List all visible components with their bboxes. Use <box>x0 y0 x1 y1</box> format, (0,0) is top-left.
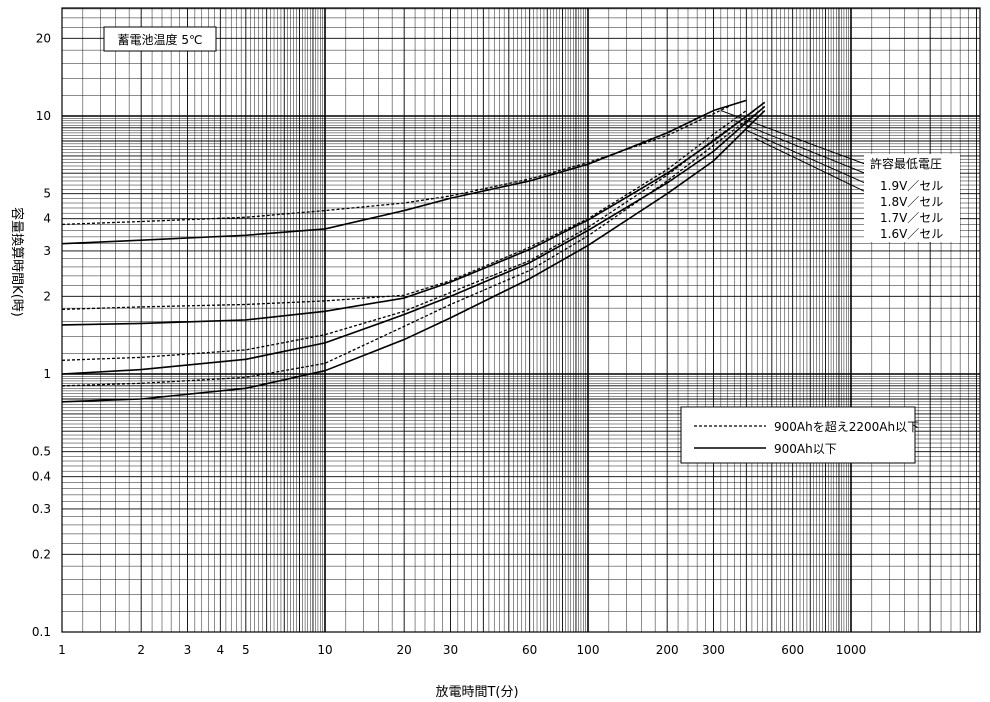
y-tick-labels: 0.1 0.2 0.3 0.4 0.5 1 2 3 4 5 10 20 <box>32 31 51 639</box>
x-tick-label: 3 <box>184 643 192 657</box>
y-axis-title: 容量換算時間K(時) <box>9 207 25 317</box>
voltage-label-block: 許容最低電圧 1.9V／セル 1.8V／セル 1.7V／セル 1.6V／セル <box>864 154 960 242</box>
temperature-label: 蓄電池温度 5℃ <box>118 32 203 47</box>
y-tick-label: 4 <box>43 212 51 226</box>
x-tick-label: 30 <box>443 643 458 657</box>
plot-frame <box>61 7 981 633</box>
voltage-item-1-7: 1.7V／セル <box>880 211 943 225</box>
voltage-item-1-9: 1.9V／セル <box>880 179 943 193</box>
y-tick-label: 0.4 <box>32 470 51 484</box>
y-tick-label: 3 <box>43 244 51 258</box>
y-tick-label: 1 <box>43 367 51 381</box>
legend-solid-label: 900Ah以下 <box>774 442 837 456</box>
x-tick-label: 60 <box>522 643 537 657</box>
y-tick-label: 0.5 <box>32 445 51 459</box>
y-tick-label: 5 <box>43 187 51 201</box>
series-solid-line <box>61 109 766 403</box>
y-tick-label: 20 <box>36 31 51 45</box>
y-tick-label: 2 <box>43 289 51 303</box>
series-dashed-line <box>61 110 747 311</box>
series-solid-line <box>61 99 747 245</box>
series-solid-line <box>61 105 766 375</box>
x-tick-label: 2 <box>137 643 145 657</box>
temperature-box: 蓄電池温度 5℃ <box>103 26 217 52</box>
y-tick-label: 0.3 <box>32 502 51 516</box>
x-tick-label: 5 <box>242 643 250 657</box>
x-tick-label: 300 <box>702 643 725 657</box>
x-tick-label: 4 <box>217 643 225 657</box>
x-tick-label: 200 <box>656 643 679 657</box>
legend-dashed-label: 900Ahを超え2200Ah以下 <box>774 419 919 434</box>
voltage-item-1-6: 1.6V／セル <box>880 227 943 241</box>
voltage-heading: 許容最低電圧 <box>870 156 942 171</box>
x-tick-labels: 1 2 3 4 5 10 20 30 60 100 200 300 600 1000 <box>58 643 866 657</box>
y-tick-label: 0.1 <box>32 625 51 639</box>
x-tick-label: 10 <box>317 643 332 657</box>
grid <box>61 7 981 633</box>
y-tick-label: 0.2 <box>32 547 51 561</box>
voltage-item-1-8: 1.8V／セル <box>880 195 943 209</box>
x-axis-title: 放電時間T(分) <box>435 685 518 700</box>
series-dashed-line <box>61 110 761 387</box>
legend: 900Ahを超え2200Ah以下 900Ah以下 <box>680 406 919 464</box>
series-dashed-line <box>61 110 755 361</box>
x-tick-label: 1000 <box>836 643 867 657</box>
x-tick-label: 100 <box>577 643 600 657</box>
x-tick-label: 1 <box>58 643 66 657</box>
x-tick-label: 20 <box>397 643 412 657</box>
series-dashed-line <box>61 104 732 226</box>
y-tick-label: 10 <box>36 109 51 123</box>
series-solid-line <box>61 101 766 326</box>
series-lines <box>61 99 766 403</box>
x-tick-label: 600 <box>781 643 804 657</box>
